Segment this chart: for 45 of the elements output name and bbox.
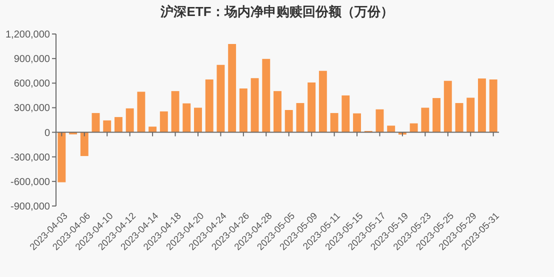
y-tick-label: 600,000	[14, 78, 50, 90]
bar	[182, 103, 191, 132]
bar	[262, 58, 270, 132]
bar	[92, 113, 100, 132]
bar	[410, 123, 418, 132]
bar	[148, 126, 157, 132]
bar	[137, 92, 146, 132]
bar	[239, 88, 248, 132]
bar	[376, 109, 384, 132]
bar	[114, 117, 122, 132]
bar	[160, 111, 168, 132]
y-tick-label: 1,200,000	[6, 30, 50, 40]
bar	[444, 80, 452, 132]
bar	[284, 110, 293, 132]
bar	[353, 113, 361, 132]
bar	[80, 132, 88, 156]
y-tick-label: -600,000	[10, 176, 50, 188]
bar	[274, 91, 282, 132]
bar	[466, 98, 475, 132]
bar	[171, 91, 180, 132]
bar	[58, 132, 66, 182]
bar	[308, 82, 316, 132]
bar	[296, 103, 304, 132]
y-tick-label: -300,000	[10, 152, 50, 164]
bar	[342, 95, 350, 132]
bar	[250, 78, 259, 132]
bar	[216, 64, 225, 132]
bar	[126, 108, 134, 132]
bar	[432, 98, 440, 132]
bar	[455, 103, 464, 132]
y-tick-label: 900,000	[14, 54, 50, 66]
bar	[421, 108, 430, 132]
bar	[489, 79, 498, 132]
bar	[228, 44, 236, 132]
y-tick-label: 300,000	[14, 103, 50, 114]
y-tick-label: -900,000	[10, 202, 50, 212]
bar	[103, 120, 112, 132]
bar	[318, 70, 327, 132]
bar	[205, 79, 214, 132]
bar	[194, 108, 202, 132]
bar	[478, 78, 486, 132]
bar	[387, 126, 396, 132]
y-tick-label: 0	[44, 128, 50, 139]
bar	[330, 113, 338, 132]
chart-title: 沪深ETF：场内净申购赎回份额（万份）	[160, 4, 394, 19]
